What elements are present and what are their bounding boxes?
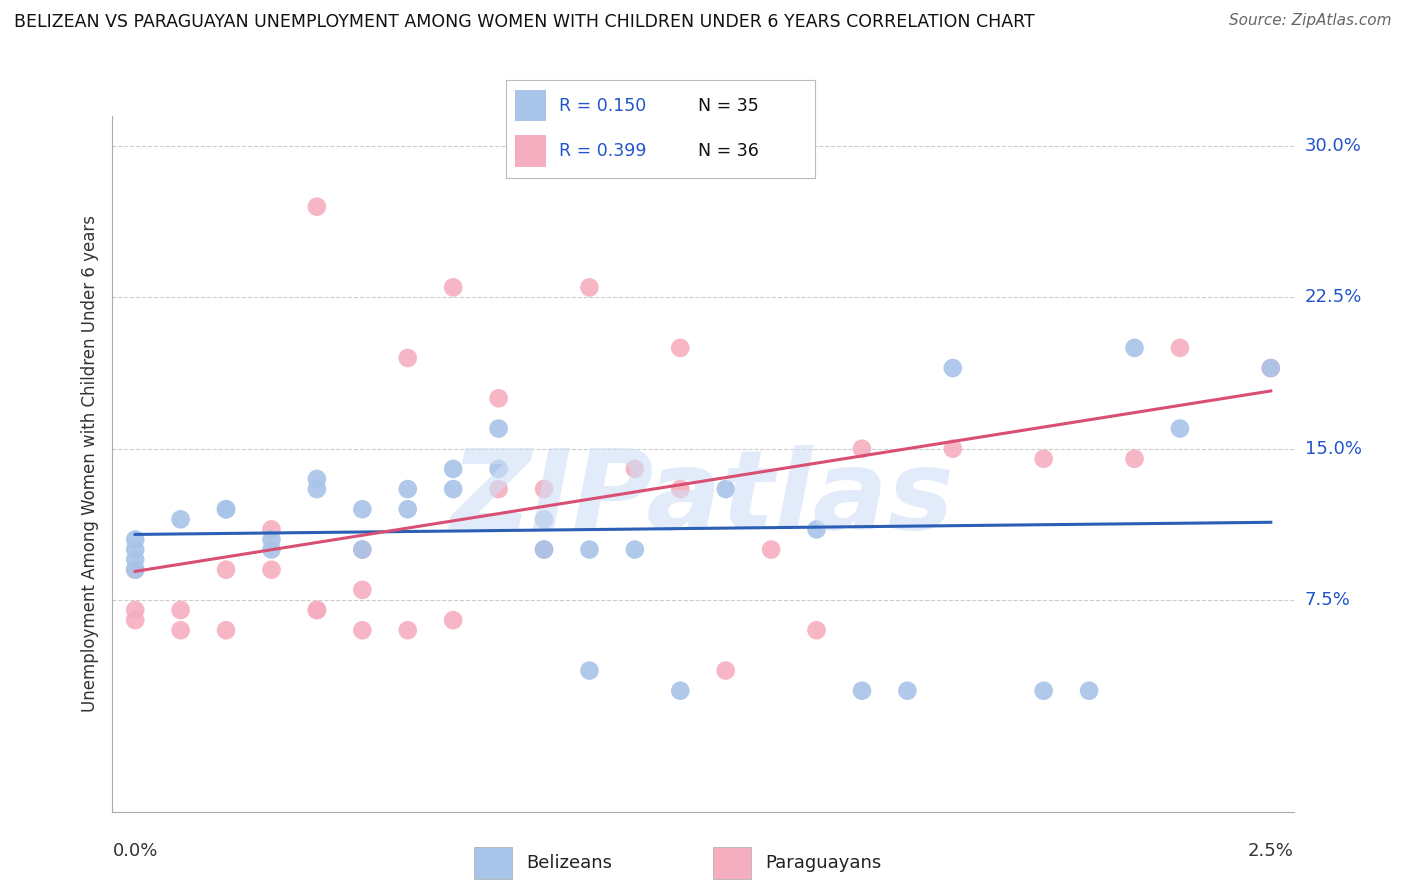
Point	[1168, 341, 1191, 355]
Point	[215, 502, 238, 516]
Point	[1168, 421, 1191, 435]
Point	[305, 200, 328, 214]
Point	[533, 542, 555, 557]
Point	[851, 442, 873, 456]
Point	[169, 512, 191, 526]
Text: 7.5%: 7.5%	[1305, 591, 1351, 609]
Point	[1123, 341, 1146, 355]
Point	[215, 624, 238, 638]
Point	[942, 361, 965, 376]
Text: BELIZEAN VS PARAGUAYAN UNEMPLOYMENT AMONG WOMEN WITH CHILDREN UNDER 6 YEARS CORR: BELIZEAN VS PARAGUAYAN UNEMPLOYMENT AMON…	[14, 13, 1035, 31]
Bar	[713, 847, 751, 879]
Point	[896, 683, 918, 698]
Point	[124, 533, 146, 547]
Point	[305, 472, 328, 486]
Point	[396, 624, 419, 638]
Text: R = 0.150: R = 0.150	[558, 97, 645, 115]
Point	[1260, 361, 1282, 376]
Point	[396, 482, 419, 496]
Point	[396, 502, 419, 516]
Point	[533, 512, 555, 526]
Point	[352, 542, 374, 557]
Point	[714, 664, 737, 678]
Point	[352, 542, 374, 557]
Text: 2.5%: 2.5%	[1247, 842, 1294, 860]
Point	[260, 542, 283, 557]
Point	[578, 280, 600, 294]
Point	[533, 482, 555, 496]
Point	[624, 542, 647, 557]
Point	[441, 482, 464, 496]
Point	[1123, 451, 1146, 466]
Text: Source: ZipAtlas.com: Source: ZipAtlas.com	[1229, 13, 1392, 29]
Point	[169, 624, 191, 638]
Point	[942, 442, 965, 456]
Point	[352, 624, 374, 638]
Point	[305, 482, 328, 496]
Point	[806, 522, 828, 536]
Point	[1032, 683, 1054, 698]
Point	[260, 522, 283, 536]
Point	[124, 552, 146, 566]
Point	[488, 421, 510, 435]
Point	[669, 683, 692, 698]
Text: N = 36: N = 36	[697, 142, 759, 160]
Point	[806, 624, 828, 638]
Point	[488, 392, 510, 406]
Text: Belizeans: Belizeans	[526, 854, 612, 872]
Point	[1078, 683, 1101, 698]
Text: 22.5%: 22.5%	[1305, 288, 1362, 307]
Point	[488, 482, 510, 496]
Text: N = 35: N = 35	[697, 97, 759, 115]
Point	[669, 341, 692, 355]
Point	[260, 533, 283, 547]
Point	[533, 542, 555, 557]
Point	[488, 462, 510, 476]
Point	[215, 563, 238, 577]
Y-axis label: Unemployment Among Women with Children Under 6 years: Unemployment Among Women with Children U…	[80, 215, 98, 713]
Point	[305, 603, 328, 617]
Text: 15.0%: 15.0%	[1305, 440, 1361, 458]
Text: 0.0%: 0.0%	[112, 842, 157, 860]
Point	[124, 563, 146, 577]
Point	[1032, 451, 1054, 466]
Bar	[516, 136, 547, 167]
Point	[124, 563, 146, 577]
Point	[260, 563, 283, 577]
Point	[669, 482, 692, 496]
Point	[215, 502, 238, 516]
Point	[352, 502, 374, 516]
Point	[124, 603, 146, 617]
Point	[441, 280, 464, 294]
Text: R = 0.399: R = 0.399	[558, 142, 647, 160]
Text: ZIPatlas: ZIPatlas	[451, 445, 955, 552]
Point	[578, 664, 600, 678]
Point	[714, 482, 737, 496]
Point	[305, 603, 328, 617]
Point	[169, 603, 191, 617]
Point	[396, 351, 419, 365]
Point	[759, 542, 782, 557]
Point	[441, 462, 464, 476]
Point	[352, 582, 374, 597]
Bar	[474, 847, 512, 879]
Point	[1260, 361, 1282, 376]
Text: 30.0%: 30.0%	[1305, 137, 1361, 155]
Point	[851, 683, 873, 698]
Point	[624, 462, 647, 476]
Point	[124, 613, 146, 627]
Text: Paraguayans: Paraguayans	[765, 854, 882, 872]
Point	[441, 613, 464, 627]
Bar	[516, 90, 547, 121]
Point	[124, 542, 146, 557]
Point	[578, 542, 600, 557]
